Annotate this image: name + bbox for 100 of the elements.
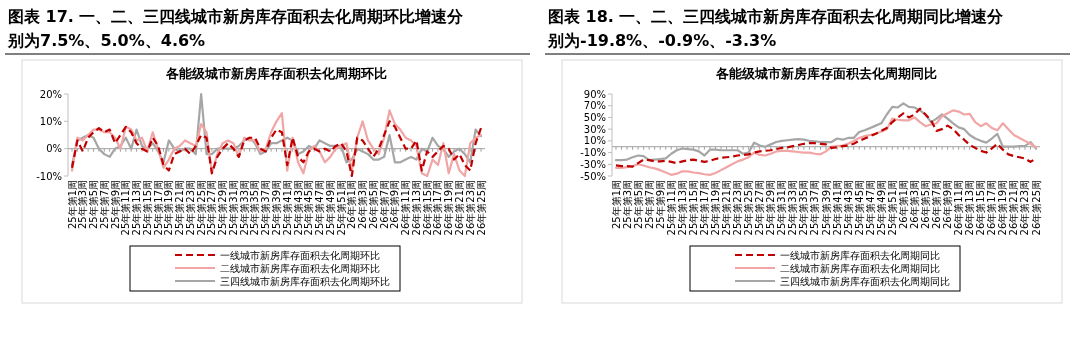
x-tick-label: 26年第13周 <box>410 180 422 236</box>
x-tick-label: 25年第5周 <box>632 180 644 230</box>
x-tick-label: 25年第21周 <box>174 180 186 236</box>
x-tick-label: 26年第17周 <box>986 180 998 236</box>
y-tick-label: 0% <box>46 143 62 155</box>
x-tick-label: 25年第15周 <box>141 180 153 236</box>
x-tick-label: 26年第7周 <box>378 180 390 230</box>
x-tick-label: 26年第25周 <box>475 180 487 236</box>
chart-subtitle: 各能级城市新房库存面积去化周期同比 <box>714 66 937 81</box>
x-tick-label: 25年第35周 <box>798 180 810 236</box>
chart-title: 图表 18. 一、二、三四线城市新房库存面积去化周期同比增速分别为-19.8%、-0.9%、-3.3% <box>547 7 1005 50</box>
x-tick-label: 25年第31周 <box>227 180 239 236</box>
x-tick-label: 25年第49周 <box>324 180 336 236</box>
line-series <box>614 102 1038 162</box>
x-tick-label: 25年第41周 <box>281 180 293 236</box>
x-tick-label: 25年第3周 <box>621 180 633 230</box>
x-tick-label: 25年第33周 <box>787 180 799 236</box>
x-tick-label: 25年第47周 <box>314 180 326 236</box>
x-tick-label: 25年第37周 <box>809 180 821 236</box>
x-tick-label: 25年第41周 <box>831 180 843 236</box>
x-tick-label: 25年第23周 <box>732 180 744 236</box>
x-tick-label: 25年第13周 <box>676 180 688 236</box>
y-tick-label: -30% <box>580 158 606 170</box>
x-tick-label: 25年第9周 <box>109 180 121 230</box>
x-tick-label: 25年第21周 <box>721 180 733 236</box>
y-tick-label: -10% <box>36 170 62 182</box>
x-tick-label: 26年第9周 <box>389 180 401 230</box>
x-tick-label: 25年第7周 <box>643 180 655 230</box>
x-tick-label: 25年第39周 <box>271 180 282 236</box>
x-tick-label: 26年第3周 <box>357 180 369 230</box>
legend-label: 二线城市新房库存面积去化周期同比 <box>780 263 940 274</box>
x-tick-label: 25年第19周 <box>163 180 175 236</box>
x-tick-label: 25年第15周 <box>687 180 699 236</box>
x-tick-label: 25年第33周 <box>238 180 250 236</box>
x-tick-label: 25年第39周 <box>820 180 832 236</box>
x-tick-label: 25年第37周 <box>260 180 272 236</box>
legend-label: 三四线城市新房库存面积去化周期同比 <box>780 276 950 287</box>
x-tick-label: 26年第11周 <box>400 180 412 236</box>
x-tick-label: 26年第19周 <box>997 180 1009 236</box>
legend-label: 二线城市新房库存面积去化周期环比 <box>220 263 380 274</box>
x-tick-label: 26年第3周 <box>908 180 920 230</box>
line-series <box>70 109 483 178</box>
legend-label: 一线城市新房库存面积去化周期环比 <box>220 250 380 261</box>
x-tick-label: 25年第51周 <box>335 180 347 236</box>
y-tick-label: 10% <box>39 115 62 127</box>
x-tick-label: 25年第43周 <box>292 180 304 236</box>
x-tick-label: 25年第45周 <box>303 180 315 236</box>
x-tick-label: 25年第17周 <box>152 180 164 236</box>
line-series <box>70 92 483 167</box>
y-tick-label: 70% <box>583 100 606 112</box>
x-tick-label: 25年第19周 <box>709 180 721 236</box>
x-tick-label: 25年第11周 <box>120 180 132 236</box>
x-tick-label: 26年第11周 <box>953 180 965 236</box>
x-tick-label: 25年第13周 <box>131 180 143 236</box>
x-tick-label: 26年第25周 <box>1030 180 1042 236</box>
y-tick-label: 10% <box>583 135 606 147</box>
x-tick-label: 26年第19周 <box>443 180 455 236</box>
x-tick-label: 25年第43周 <box>842 180 854 236</box>
x-tick-label: 25年第3周 <box>77 180 89 230</box>
x-tick-label: 26年第21周 <box>1008 180 1020 236</box>
x-tick-label: 25年第29周 <box>217 180 229 236</box>
x-tick-label: 25年第45周 <box>853 180 865 236</box>
x-tick-label: 26年第1周 <box>897 180 909 230</box>
line-series <box>70 120 483 178</box>
x-tick-label: 25年第23周 <box>184 180 196 236</box>
x-tick-label: 25年第1周 <box>610 180 622 230</box>
x-tick-label: 25年第49周 <box>875 180 887 236</box>
chart-title: 图表 17. 一、二、三四线城市新房库存面积去化周期环比增速分别为7.5%、5.0%、4.6% <box>7 7 465 50</box>
y-tick-label: 90% <box>583 88 606 100</box>
x-tick-label: 25年第25周 <box>195 180 207 236</box>
x-tick-label: 25年第9周 <box>654 180 666 230</box>
x-tick-label: 25年第7周 <box>98 180 110 230</box>
legend-label: 三四线城市新房库存面积去化周期环比 <box>220 276 390 287</box>
x-tick-label: 26年第1周 <box>346 180 358 230</box>
x-tick-label: 25年第31周 <box>776 180 788 236</box>
chart-subtitle: 各能级城市新房库存面积去化周期环比 <box>165 66 387 81</box>
x-tick-label: 26年第17周 <box>432 180 444 236</box>
x-tick-label: 25年第25周 <box>743 180 755 236</box>
x-tick-label: 26年第23周 <box>1019 180 1031 236</box>
y-tick-label: 30% <box>583 123 606 135</box>
y-tick-label: 50% <box>583 111 606 123</box>
x-tick-label: 26年第9周 <box>942 180 954 230</box>
x-tick-label: 25年第27周 <box>754 180 766 236</box>
x-tick-label: 25年第51周 <box>886 180 898 236</box>
x-tick-label: 26年第23周 <box>464 180 476 236</box>
x-tick-label: 25年第5周 <box>88 180 100 230</box>
x-tick-label: 26年第5周 <box>367 180 379 230</box>
y-tick-label: -50% <box>580 170 606 182</box>
x-tick-label: 26年第13周 <box>964 180 976 236</box>
x-tick-label: 25年第35周 <box>249 180 261 236</box>
x-tick-label: 25年第1周 <box>66 180 78 230</box>
y-tick-label: -10% <box>580 147 606 159</box>
x-tick-label: 26年第15周 <box>421 180 433 236</box>
x-tick-label: 26年第21周 <box>453 180 465 236</box>
x-tick-label: 25年第27周 <box>206 180 218 236</box>
x-tick-label: 25年第47周 <box>864 180 876 236</box>
x-tick-label: 26年第15周 <box>975 180 987 236</box>
legend-label: 一线城市新房库存面积去化周期同比 <box>780 250 940 261</box>
x-tick-label: 25年第29周 <box>765 180 777 236</box>
y-tick-label: 20% <box>39 88 62 100</box>
